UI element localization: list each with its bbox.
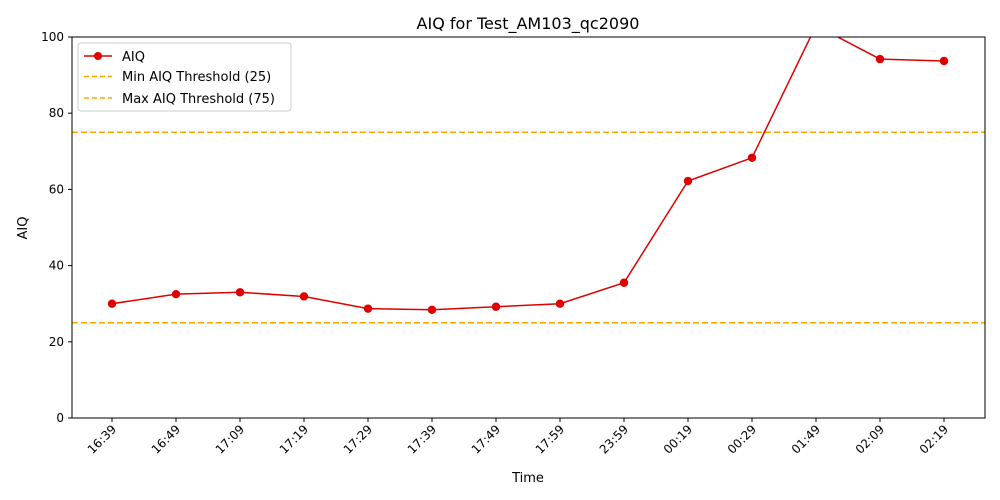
x-tick-label: 00:29 (725, 422, 759, 456)
plot-frame (71, 36, 986, 419)
legend-marker-aiq (94, 52, 102, 60)
x-tick-label: 17:59 (533, 422, 567, 456)
y-tick-label: 40 (49, 259, 64, 273)
aiq-data-point (939, 56, 949, 66)
aiq-data-point (363, 304, 373, 313)
x-tick-label: 02:09 (853, 422, 887, 456)
aiq-data-point (235, 288, 245, 297)
y-tick-label: 0 (56, 411, 64, 425)
x-tick-label: 01:49 (789, 422, 823, 456)
legend-label-max-threshold: Max AIQ Threshold (75) (122, 92, 275, 107)
aiq-data-point (555, 299, 565, 308)
x-tick-label: 16:49 (149, 422, 183, 456)
legend-label-aiq: AIQ (122, 50, 145, 65)
x-tick-label: 17:09 (213, 422, 247, 456)
x-axis-title: Time (511, 471, 544, 486)
aiq-data-point (619, 278, 629, 287)
aiq-data-point (491, 302, 501, 311)
x-tick-label: 23:59 (597, 422, 631, 456)
y-tick-label: 20 (49, 335, 64, 349)
chart-title: AIQ for Test_AM103_qc2090 (417, 14, 640, 34)
x-tick-label: 17:19 (277, 422, 311, 456)
x-tick-label: 16:39 (85, 422, 119, 456)
x-tick-label: 00:19 (661, 422, 695, 456)
y-tick-label: 80 (49, 106, 64, 120)
legend: AIQ Min AIQ Threshold (25) Max AIQ Thres… (77, 42, 292, 112)
x-tick-label: 17:49 (469, 422, 503, 456)
aiq-data-point (683, 176, 693, 186)
aiq-data-point (107, 299, 117, 308)
aiq-data-point (747, 153, 757, 162)
legend-box (77, 42, 292, 112)
x-tick-label: 02:19 (917, 422, 951, 456)
aiq-data-point (299, 292, 309, 301)
legend-label-min-threshold: Min AIQ Threshold (25) (122, 70, 271, 85)
y-tick-label: 60 (49, 182, 64, 196)
aiq-data-point (812, 21, 820, 29)
aiq-series-line (111, 37, 945, 311)
y-axis-title: AIQ (16, 217, 31, 240)
x-tick-label: 17:39 (405, 422, 439, 456)
aiq-data-point (427, 305, 437, 314)
aiq-data-point (171, 289, 181, 299)
x-tick-label: 17:29 (341, 422, 375, 456)
y-tick-label: 100 (41, 30, 64, 44)
aiq-data-point (875, 54, 885, 64)
